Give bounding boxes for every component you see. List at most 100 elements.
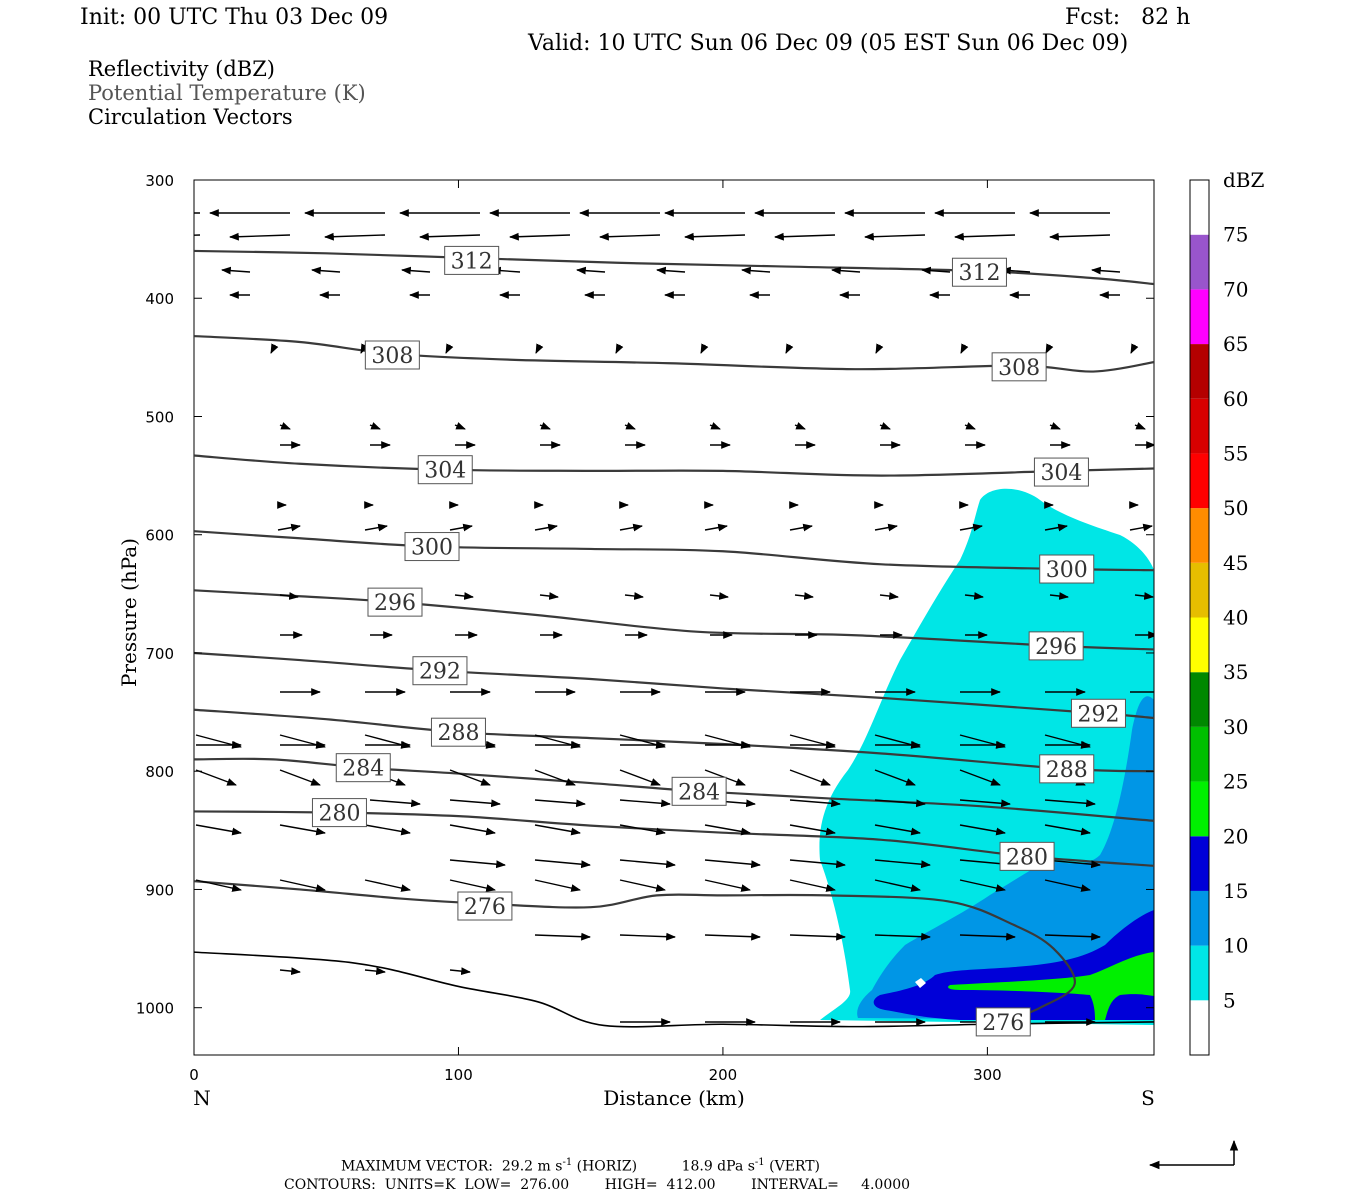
circulation-vector xyxy=(921,266,951,275)
circulation-vector xyxy=(789,824,836,836)
contour-label: 276 xyxy=(982,1011,1024,1036)
colorbar-swatch xyxy=(1190,562,1209,618)
max-vector-horiz-tail: (HORIZ) xyxy=(572,1158,638,1175)
circulation-vector xyxy=(279,824,326,836)
colorbar-swatch xyxy=(1190,1000,1209,1055)
circulation-vector xyxy=(709,592,729,600)
contour-label: 300 xyxy=(1046,558,1088,583)
circulation-vector xyxy=(964,592,984,600)
contour-label: 288 xyxy=(1046,758,1088,783)
axes: 300 400 500 600 700 800 900 1000 0 100 200 300 Dista… xyxy=(117,172,1155,1110)
circulation-vector xyxy=(864,232,926,241)
circulation-vector xyxy=(449,879,496,892)
circulation-vector xyxy=(599,232,661,241)
circulation-vector xyxy=(1049,232,1111,241)
circulation-vector xyxy=(1044,824,1091,836)
circulation-vector xyxy=(194,234,201,236)
circulation-vector xyxy=(534,824,581,836)
colorbar-label: 60 xyxy=(1223,387,1248,411)
field-potential-temperature: Potential Temperature (K) xyxy=(88,81,366,105)
colorbar-label: 70 xyxy=(1223,277,1248,301)
circulation-vector xyxy=(704,879,751,892)
circulation-vector xyxy=(959,523,983,532)
colorbar-label: 50 xyxy=(1223,496,1248,520)
y-tick-label: 700 xyxy=(145,645,174,663)
contour-label-box xyxy=(367,587,423,617)
circulation-vector xyxy=(445,343,454,354)
circulation-vector xyxy=(789,932,846,941)
circulation-vector xyxy=(619,932,676,941)
colorbar-label: 5 xyxy=(1223,988,1236,1012)
contour-label: 296 xyxy=(374,591,416,616)
circulation-vector xyxy=(874,799,926,808)
circulation-vector xyxy=(619,879,666,892)
contour-label-box xyxy=(1039,754,1095,784)
colorbar-label: 55 xyxy=(1223,441,1248,465)
circulation-vector xyxy=(874,523,898,532)
colorbar-swatch xyxy=(1190,453,1209,509)
colorbar-frame xyxy=(1189,179,1210,1056)
circulation-vector xyxy=(1049,422,1061,430)
colorbar-label: 45 xyxy=(1223,551,1248,575)
y-tick-label: 300 xyxy=(145,172,174,190)
circulation-vector xyxy=(619,859,676,869)
theta-contour-line xyxy=(194,589,1154,651)
circulation-vector xyxy=(700,343,709,354)
circulation-vectors xyxy=(194,209,1154,1026)
circulation-vector xyxy=(1044,523,1068,532)
x-tick-label: 100 xyxy=(444,1066,473,1084)
colorbar-swatch xyxy=(1190,836,1209,891)
circulation-vector xyxy=(959,824,1006,836)
circulation-vector xyxy=(449,523,473,532)
circulation-vector xyxy=(534,769,576,786)
contour-label-box xyxy=(430,717,486,747)
colorbar-label: 25 xyxy=(1223,770,1248,794)
colorbar-swatch xyxy=(1190,890,1209,946)
circulation-vector xyxy=(419,232,481,241)
contour-label: 292 xyxy=(1077,702,1119,727)
circulation-vector xyxy=(534,932,591,941)
circulation-vector xyxy=(879,422,891,430)
contour-label-box xyxy=(417,455,473,485)
circulation-vector xyxy=(195,879,242,892)
circulation-vector xyxy=(1134,422,1146,430)
circulation-vector xyxy=(684,232,746,241)
y-tick-label: 600 xyxy=(145,527,174,545)
colorbar-swatch xyxy=(1190,617,1209,673)
circulation-vector xyxy=(221,266,251,275)
circulation-vector xyxy=(619,769,661,786)
contour-label-box xyxy=(412,656,468,686)
circulation-vector xyxy=(741,266,771,275)
init-time: Init: 00 UTC Thu 03 Dec 09 xyxy=(80,5,389,30)
contour-label: 276 xyxy=(464,895,506,920)
contour-label: 312 xyxy=(451,249,493,274)
circulation-vector xyxy=(369,422,381,430)
colorbar-swatch xyxy=(1190,398,1209,454)
circulation-vector xyxy=(534,879,581,892)
circulation-vector xyxy=(619,824,666,836)
colorbar-swatch xyxy=(1190,234,1209,290)
reflectivity-shading xyxy=(819,488,1154,1025)
y-axis-label: Pressure (hPa) xyxy=(117,538,141,687)
circulation-vector xyxy=(509,232,571,241)
circulation-vector xyxy=(794,422,806,430)
circulation-vector xyxy=(954,232,1016,241)
contour-label: 304 xyxy=(424,459,466,484)
circulation-vector xyxy=(874,824,921,836)
circulation-vector xyxy=(576,266,606,275)
circulation-vector xyxy=(619,523,643,532)
circulation-vector xyxy=(535,343,544,354)
circulation-vector xyxy=(311,266,341,275)
circulation-vector xyxy=(1049,592,1069,600)
reflectivity-10dbz-region xyxy=(857,696,1154,1020)
circulation-vector xyxy=(1129,523,1153,532)
circulation-vector xyxy=(1044,932,1101,941)
x-tick-label: 300 xyxy=(973,1066,1002,1084)
circulation-vector xyxy=(704,932,761,941)
circulation-vector xyxy=(539,592,559,600)
circulation-vector xyxy=(454,422,466,430)
colorbar-swatch xyxy=(1190,289,1209,345)
circulation-vector xyxy=(364,824,411,836)
circulation-vector xyxy=(324,232,386,241)
